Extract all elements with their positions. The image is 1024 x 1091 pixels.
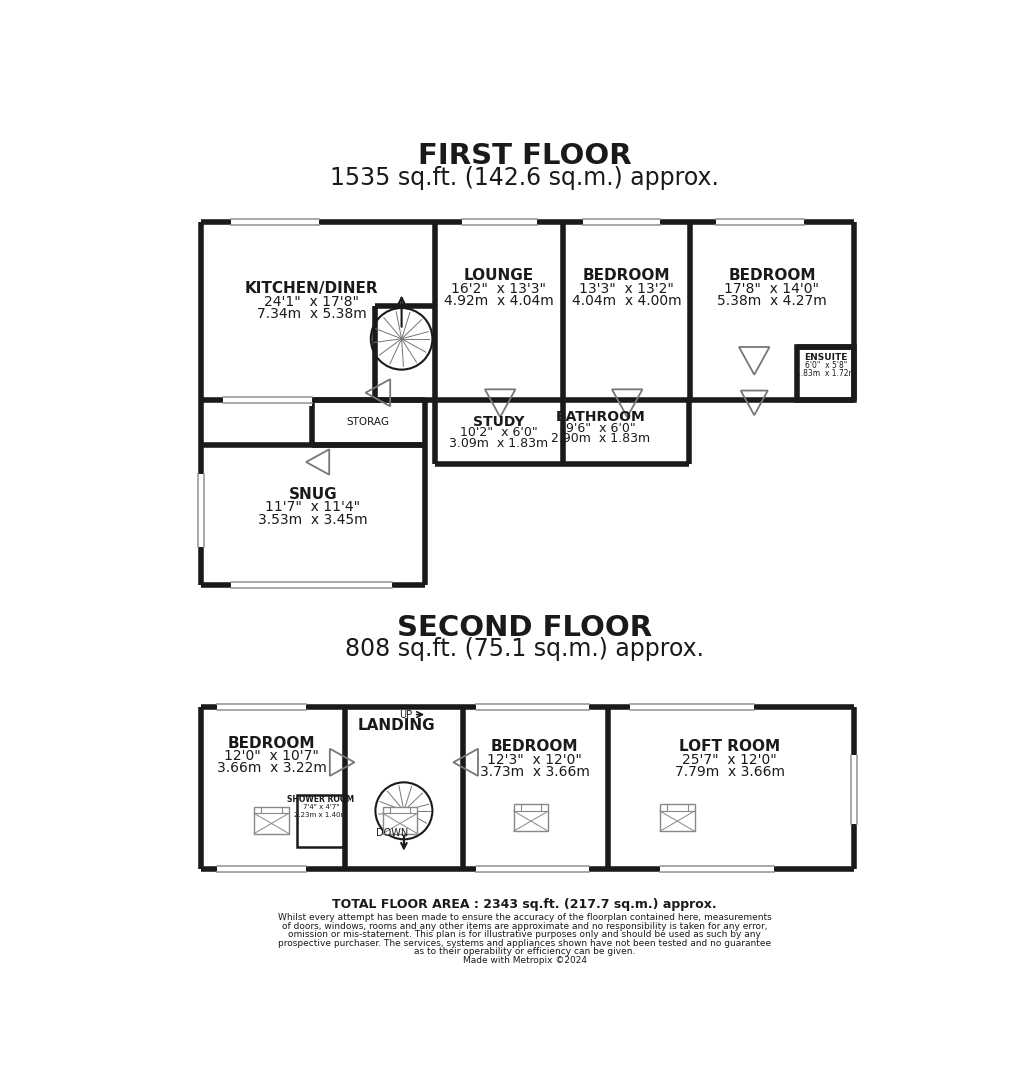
Bar <box>223 395 311 406</box>
Bar <box>297 794 345 847</box>
Text: Whilst every attempt has been made to ensure the accuracy of the floorplan conta: Whilst every attempt has been made to en… <box>278 913 772 922</box>
Text: 808 sq.ft. (75.1 sq.m.) approx.: 808 sq.ft. (75.1 sq.m.) approx. <box>345 637 705 661</box>
Bar <box>798 347 854 400</box>
Text: 7.79m  x 3.66m: 7.79m x 3.66m <box>675 765 784 779</box>
Bar <box>659 804 694 831</box>
Text: 7.34m  x 5.38m: 7.34m x 5.38m <box>257 308 367 321</box>
Bar <box>202 707 854 868</box>
Bar <box>798 347 854 400</box>
Text: FIRST FLOOR: FIRST FLOOR <box>418 142 632 170</box>
Text: ENSUITE: ENSUITE <box>804 352 848 362</box>
Bar <box>202 221 854 400</box>
Text: 1535 sq.ft. (142.6 sq.m.) approx.: 1535 sq.ft. (142.6 sq.m.) approx. <box>331 166 719 190</box>
Text: 3.73m  x 3.66m: 3.73m x 3.66m <box>480 765 590 779</box>
Text: LOUNGE: LOUNGE <box>464 268 534 284</box>
Text: of doors, windows, rooms and any other items are approximate and no responsibili: of doors, windows, rooms and any other i… <box>282 922 768 931</box>
Text: LOFT ROOM: LOFT ROOM <box>679 740 780 754</box>
Bar <box>514 804 548 831</box>
Text: as to their operability or efficiency can be given.: as to their operability or efficiency ca… <box>414 947 636 956</box>
Bar <box>462 216 538 227</box>
Text: 7'4" x 4'7": 7'4" x 4'7" <box>302 804 339 810</box>
Bar <box>383 806 418 834</box>
Text: 11'7"  x 11'4": 11'7" x 11'4" <box>265 501 360 515</box>
Bar <box>230 216 319 227</box>
Text: 16'2"  x 13'3": 16'2" x 13'3" <box>452 281 546 296</box>
Bar <box>297 794 345 847</box>
Text: SECOND FLOOR: SECOND FLOOR <box>397 613 652 642</box>
Text: 6'0"  x 5'8": 6'0" x 5'8" <box>805 361 847 370</box>
Text: omission or mis-statement. This plan is for illustrative purposes only and shoul: omission or mis-statement. This plan is … <box>289 931 761 939</box>
Text: TOTAL FLOOR AREA : 2343 sq.ft. (217.7 sq.m.) approx.: TOTAL FLOOR AREA : 2343 sq.ft. (217.7 sq… <box>333 898 717 911</box>
Bar <box>230 579 392 590</box>
Bar <box>584 216 660 227</box>
Bar <box>849 755 860 824</box>
Bar <box>217 702 306 712</box>
Text: BEDROOM: BEDROOM <box>492 740 579 754</box>
Text: 24'1"  x 17'8": 24'1" x 17'8" <box>264 295 359 309</box>
Text: DOWN: DOWN <box>376 828 409 838</box>
Text: BEDROOM: BEDROOM <box>583 268 670 284</box>
Text: UP: UP <box>399 709 412 720</box>
Text: 5.38m  x 4.27m: 5.38m x 4.27m <box>717 295 826 308</box>
Text: 2.90m  x 1.83m: 2.90m x 1.83m <box>552 432 650 445</box>
Text: SNUG: SNUG <box>289 487 337 502</box>
Text: 3.53m  x 3.45m: 3.53m x 3.45m <box>258 513 368 527</box>
Text: 9'6"  x 6'0": 9'6" x 6'0" <box>566 421 636 434</box>
Text: 10'2"  x 6'0": 10'2" x 6'0" <box>460 427 538 440</box>
Text: SHOWER ROOM: SHOWER ROOM <box>287 794 354 804</box>
Text: 3.09m  x 1.83m: 3.09m x 1.83m <box>450 437 548 451</box>
Bar <box>716 216 804 227</box>
Bar <box>660 863 773 874</box>
Bar <box>254 806 289 834</box>
Bar <box>476 702 589 712</box>
Text: STORAG: STORAG <box>346 417 389 427</box>
Text: BEDROOM: BEDROOM <box>728 268 816 284</box>
Text: 17'8"  x 14'0": 17'8" x 14'0" <box>724 281 819 296</box>
Text: 12'3"  x 12'0": 12'3" x 12'0" <box>487 753 583 767</box>
Text: 25'7"  x 12'0": 25'7" x 12'0" <box>682 753 777 767</box>
Bar <box>202 445 425 585</box>
Bar <box>312 400 425 445</box>
Text: STUDY: STUDY <box>473 415 524 429</box>
Bar <box>196 473 207 547</box>
Text: LANDING: LANDING <box>357 718 435 733</box>
Text: 12'0"  x 10'7": 12'0" x 10'7" <box>224 750 318 764</box>
Text: 2.23m x 1.40m: 2.23m x 1.40m <box>294 812 347 817</box>
Text: 4.04m  x 4.00m: 4.04m x 4.00m <box>571 295 681 308</box>
Text: BATHROOM: BATHROOM <box>556 410 646 424</box>
Text: KITCHEN/DINER: KITCHEN/DINER <box>245 281 378 297</box>
Text: 13'3"  x 13'2": 13'3" x 13'2" <box>579 281 674 296</box>
Text: 4.92m  x 4.04m: 4.92m x 4.04m <box>443 295 554 308</box>
Text: BEDROOM: BEDROOM <box>227 735 315 751</box>
Text: prospective purchaser. The services, systems and appliances shown have not been : prospective purchaser. The services, sys… <box>279 938 771 948</box>
Bar <box>217 863 306 874</box>
Text: 1.83m  x 1.72m: 1.83m x 1.72m <box>796 369 856 377</box>
Bar <box>476 863 589 874</box>
Text: Made with Metropix ©2024: Made with Metropix ©2024 <box>463 956 587 964</box>
Text: 3.66m  x 3.22m: 3.66m x 3.22m <box>216 762 327 776</box>
Bar <box>435 400 689 464</box>
Bar <box>630 702 755 712</box>
